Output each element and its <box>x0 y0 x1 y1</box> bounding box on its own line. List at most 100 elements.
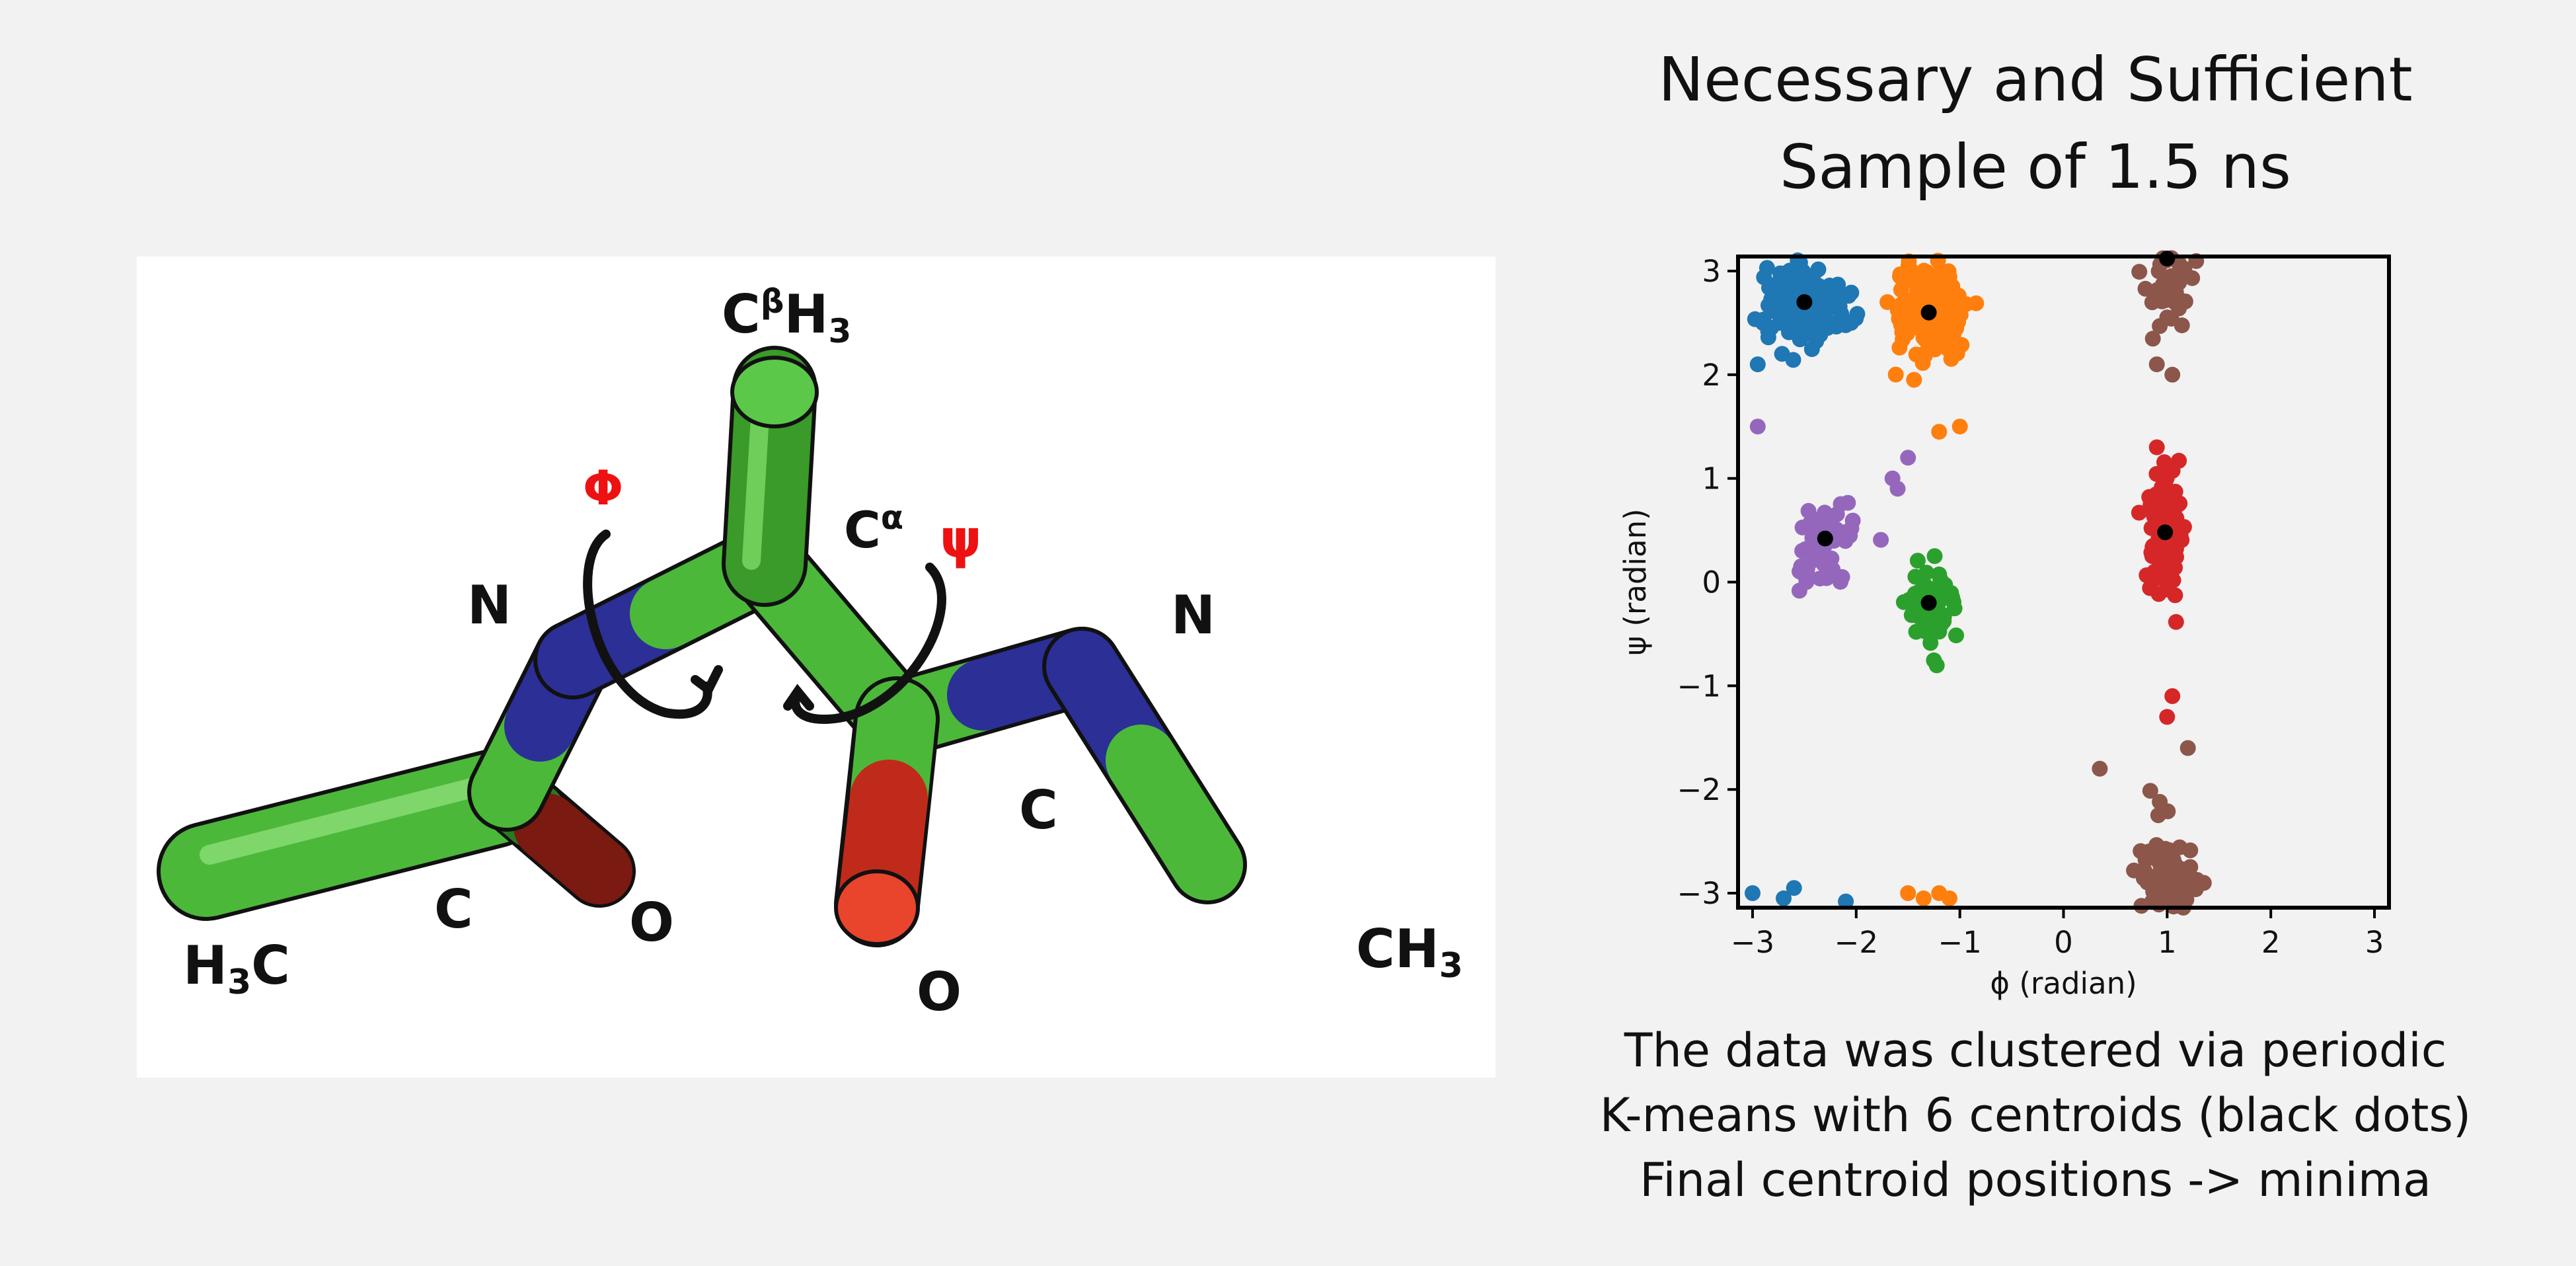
data-point <box>1749 418 1766 435</box>
data-point <box>2154 479 2170 495</box>
data-point <box>2164 366 2181 383</box>
data-point <box>1775 296 1792 312</box>
data-point <box>1926 652 1942 668</box>
data-point <box>2148 356 2165 373</box>
data-point <box>2169 521 2185 537</box>
data-point <box>1791 582 1807 599</box>
data-point <box>1915 890 1932 906</box>
data-point <box>1923 268 1940 284</box>
data-point <box>1786 880 1802 896</box>
data-point <box>2175 861 2191 878</box>
data-point <box>2092 760 2108 777</box>
data-point <box>2148 465 2165 482</box>
data-point <box>1749 356 1766 373</box>
data-point <box>2151 570 2167 586</box>
data-point <box>1776 890 1792 906</box>
data-point <box>2164 688 2181 704</box>
data-point <box>1806 276 1823 292</box>
x-tick-label: 2 <box>2261 925 2281 960</box>
data-point <box>1887 366 1904 383</box>
data-point <box>1949 345 1965 362</box>
data-point <box>2152 793 2168 810</box>
y-tick-label: −2 <box>1677 772 1721 807</box>
data-point <box>1821 313 1837 330</box>
data-point <box>1756 269 1772 286</box>
rotation-arrows <box>583 530 946 725</box>
data-point <box>1893 317 1909 333</box>
data-point <box>1900 885 1916 901</box>
data-point <box>1800 569 1817 584</box>
data-point <box>2148 439 2165 455</box>
data-point <box>2172 495 2188 512</box>
x-tick-label: −1 <box>1938 925 1981 960</box>
data-point <box>1789 269 1805 286</box>
data-point <box>1895 594 1912 610</box>
data-point <box>1924 316 1941 333</box>
caption: The data was clustered via periodic K-me… <box>1573 1018 2498 1212</box>
caption-line-2: K-means with 6 centroids (black dots) <box>1599 1088 2472 1142</box>
phi-rotation-arrow <box>583 530 712 719</box>
data-point <box>1892 266 1909 282</box>
dihedral-scatter-chart: −3 −2 −1 0 1 2 3 −3 −2 −1 0 1 2 3 ϕ (radian) ψ (radi… <box>1618 250 2391 1001</box>
data-point <box>1946 594 1961 610</box>
phi-arrowhead <box>691 665 723 697</box>
centroid-point <box>2159 251 2176 267</box>
molecule-diagram: CβH3 Φ Cα ψ N N C O H3C C O CH3 <box>137 257 1496 1078</box>
data-point <box>2159 709 2176 725</box>
data-point <box>1842 528 1858 544</box>
y-axis-label: ψ (radian) <box>1618 508 1653 655</box>
centroid-points <box>1796 251 2176 611</box>
data-point <box>1940 263 1957 280</box>
data-point <box>2152 318 2168 335</box>
o-right-label: O <box>917 961 962 1023</box>
caption-line-1: The data was clustered via periodic <box>1624 1023 2447 1078</box>
data-point <box>2179 740 2196 756</box>
cbeta-h3-label: CβH3 <box>722 282 851 350</box>
h3c-label: H3C <box>183 935 290 1002</box>
data-point <box>1844 512 1861 529</box>
c-left-label: C <box>434 879 473 940</box>
ch3-label: CH3 <box>1356 918 1463 986</box>
data-point <box>1909 553 1926 569</box>
data-point <box>2144 331 2161 347</box>
psi-rotation-arrow <box>790 563 946 725</box>
data-point <box>1889 481 1906 497</box>
data-point <box>1823 567 1839 583</box>
data-point <box>2131 264 2148 280</box>
scatter-points <box>1745 250 2212 916</box>
data-point <box>1785 352 1801 368</box>
data-point <box>2174 317 2190 334</box>
data-point <box>1908 346 1924 363</box>
centroid-point <box>1920 304 1937 321</box>
data-point <box>1900 450 1916 466</box>
data-point <box>1951 418 1968 435</box>
x-tick-label: −3 <box>1731 925 1774 960</box>
data-point <box>1760 323 1776 339</box>
c-right-label: C <box>1019 779 1058 841</box>
data-point <box>1931 424 1948 440</box>
calpha-label: Cα <box>844 498 903 559</box>
psi-arrowhead <box>783 684 814 711</box>
x-tick-label: 0 <box>2054 925 2073 960</box>
data-point <box>1745 885 1761 901</box>
data-point <box>1907 569 1924 585</box>
data-point <box>2142 496 2159 513</box>
data-point <box>1895 331 1911 348</box>
data-point <box>1948 627 1964 644</box>
data-point <box>2184 270 2201 286</box>
data-point <box>2144 294 2160 311</box>
y-tick-label: −1 <box>1677 668 1721 703</box>
data-point <box>2131 504 2147 521</box>
data-point <box>1942 890 1957 906</box>
data-point <box>2142 783 2158 799</box>
y-tick-label: 2 <box>1702 358 1721 393</box>
data-point <box>2150 807 2166 824</box>
data-point <box>2156 290 2173 306</box>
data-point <box>2171 452 2187 469</box>
data-point <box>1840 495 1856 511</box>
data-point <box>1798 541 1814 557</box>
phi-label: Φ <box>583 460 623 516</box>
data-point <box>2160 581 2176 598</box>
data-point <box>2153 844 2170 861</box>
x-axis-label: ϕ (radian) <box>1990 966 2137 1001</box>
